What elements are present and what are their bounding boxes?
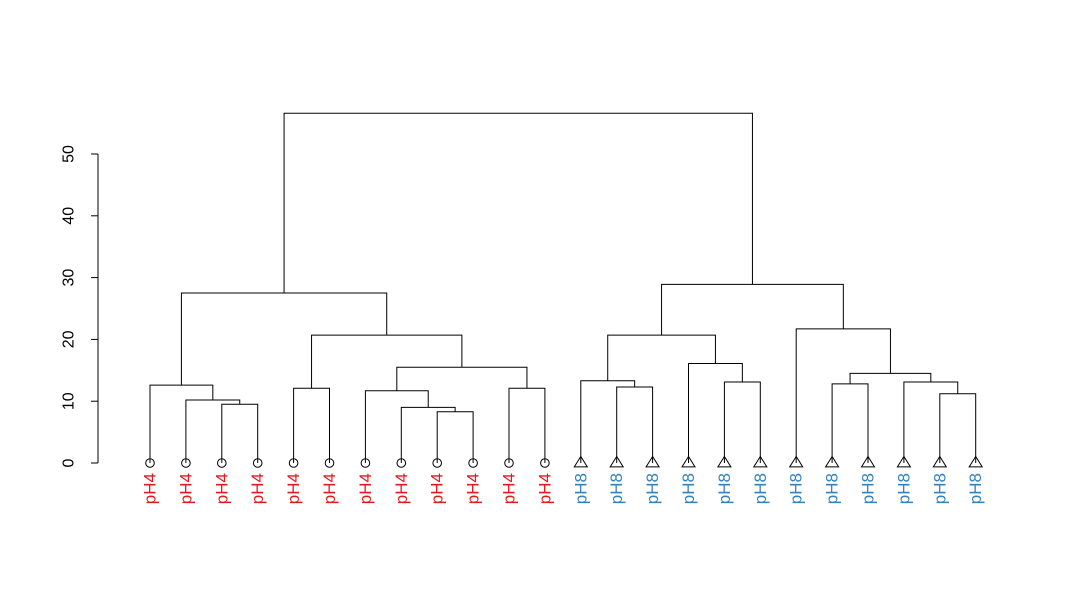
- leaf-marker-triangle: [716, 455, 732, 468]
- dendrogram-branch: [180, 292, 388, 386]
- leaf-marker-triangle: [645, 455, 661, 468]
- dendrogram-branch: [580, 380, 636, 463]
- leaf-marker-triangle: [573, 455, 589, 468]
- leaf-label: pH4: [535, 473, 554, 504]
- dendrogram-branch: [364, 390, 429, 463]
- dendrogram-branch: [311, 334, 463, 389]
- dendrogram-branch: [661, 283, 844, 336]
- leaf-marker-circle: [324, 458, 335, 468]
- dendrogram-branch: [607, 334, 716, 381]
- leaf-marker-circle: [468, 458, 478, 468]
- leaf-label: pH8: [715, 473, 734, 504]
- leaf-marker-circle: [217, 458, 227, 468]
- leaf-label: pH4: [212, 473, 231, 504]
- leaf-marker-triangle: [824, 455, 840, 468]
- leaf-labels: pH4 pH4 pH4 pH4 pH4 pH4 pH4 pH4 pH4 pH4 pH4 pH4 pH8 p…: [141, 473, 986, 504]
- leaf-label: pH8: [571, 473, 590, 504]
- dendrogram-branch: [508, 387, 546, 463]
- leaf-marker-triangle: [681, 455, 696, 468]
- leaf-label: pH8: [823, 473, 842, 504]
- dendrogram-branch: [831, 383, 869, 463]
- dendrogram-branch: [293, 387, 330, 463]
- dendrogram-branch: [283, 112, 753, 294]
- y-axis: 0 10 20 30 40 50: [61, 145, 99, 467]
- leaf-label: pH4: [320, 473, 339, 504]
- leaf-label: pH8: [643, 473, 662, 504]
- leaf-label: pH8: [787, 473, 806, 504]
- leaf-label: pH4: [356, 473, 375, 504]
- dendrogram-branch: [723, 381, 761, 463]
- dendrogram-branch: [221, 403, 259, 463]
- leaf-label: pH4: [141, 473, 160, 504]
- leaf-marker-circle: [504, 458, 514, 468]
- dendrogram-branch: [939, 393, 977, 463]
- leaf-marker-triangle: [752, 455, 768, 468]
- leaf-label: pH8: [930, 473, 949, 504]
- leaf-marker-triangle: [788, 455, 804, 468]
- leaf-label: pH8: [894, 473, 913, 504]
- dendrogram-branch: [616, 386, 654, 463]
- leaf-label: pH8: [859, 473, 878, 504]
- leaf-marker-circle: [288, 458, 299, 468]
- leaf-marker-circle: [252, 458, 263, 468]
- leaf-label: pH4: [428, 473, 447, 504]
- leaf-marker-triangle: [968, 455, 984, 468]
- leaf-marker-triangle: [932, 455, 948, 468]
- leaf-label: pH8: [751, 473, 770, 504]
- dendrogram-branch: [400, 406, 456, 463]
- leaf-label: pH4: [500, 473, 519, 504]
- leaf-marker-circle: [181, 458, 191, 468]
- y-tick-label: 20: [61, 330, 78, 348]
- leaf-marker-circle: [145, 458, 155, 468]
- y-tick-label: 40: [61, 207, 78, 225]
- dendrogram-branches: [149, 112, 977, 463]
- dendrogram-branch: [688, 363, 743, 463]
- dendrogram-branch: [795, 328, 891, 463]
- y-tick-label: 10: [61, 392, 78, 410]
- leaf-label: pH8: [607, 473, 626, 504]
- leaf-marker-circle: [540, 458, 550, 468]
- leaf-marker-triangle: [609, 455, 625, 468]
- leaf-label: pH4: [284, 473, 303, 504]
- leaf-label: pH4: [464, 473, 483, 504]
- dendrogram-branch: [436, 411, 474, 463]
- dendrogram-branch: [396, 366, 528, 391]
- leaf-label: pH8: [966, 473, 985, 504]
- y-tick-label: 0: [61, 458, 78, 467]
- leaf-marker-circle: [360, 458, 371, 468]
- leaf-label: pH4: [248, 473, 267, 504]
- dendrogram-branch: [185, 399, 241, 463]
- leaf-label: pH4: [176, 473, 195, 504]
- leaf-marker-triangle: [860, 455, 876, 468]
- leaf-label: pH8: [679, 473, 698, 504]
- leaf-marker-circle: [396, 458, 407, 468]
- leaf-marker-circle: [432, 458, 443, 468]
- leaf-markers: [145, 455, 984, 468]
- leaf-label: pH4: [392, 473, 411, 504]
- y-tick-label: 30: [61, 269, 78, 287]
- y-tick-label: 50: [61, 145, 78, 163]
- leaf-marker-triangle: [896, 455, 912, 468]
- dendrogram-branch: [149, 384, 214, 463]
